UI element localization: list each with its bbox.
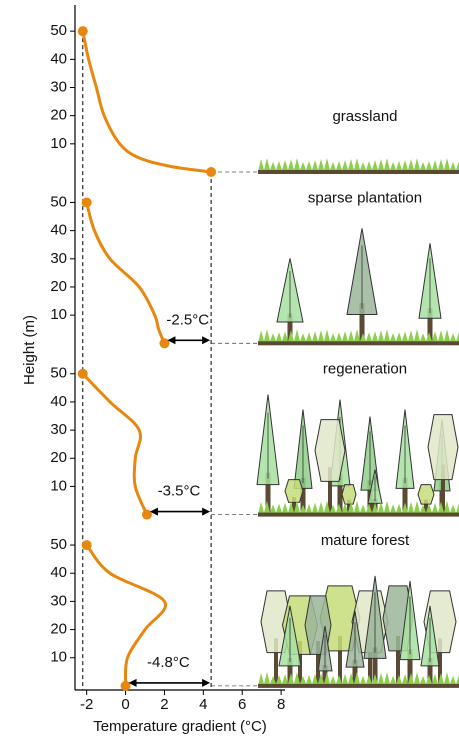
difference-label: -2.5°C (166, 311, 209, 328)
crown (315, 420, 345, 482)
y-tick-label: 30 (50, 592, 67, 609)
y-tick-label: 50 (50, 193, 67, 210)
x-tick-label: -2 (80, 696, 93, 713)
difference-label: -4.8°C (147, 654, 190, 671)
y-tick-label: 40 (50, 50, 67, 67)
crown (342, 485, 356, 505)
figure: Height (m) Temperature gradient (°C) -2 0… (0, 0, 459, 740)
x-tick-label: 8 (277, 696, 285, 713)
y-tick-label: 10 (50, 135, 67, 152)
crown (418, 485, 434, 505)
y-tick-label: 50 (50, 22, 67, 39)
y-tick-label: 20 (50, 278, 67, 295)
ground (258, 170, 459, 174)
y-tick-label: 50 (50, 536, 67, 553)
y-tick-label: 40 (50, 564, 67, 581)
ground (258, 341, 459, 345)
profile-marker (159, 338, 169, 348)
difference-label: -3.5°C (158, 483, 201, 500)
profile-line (83, 374, 147, 515)
y-tick-label: 20 (50, 449, 67, 466)
ground (258, 513, 459, 517)
y-tick-label: 20 (50, 107, 67, 124)
x-tick-label: 4 (199, 696, 207, 713)
profile-line (87, 202, 165, 343)
y-tick-label: 40 (50, 222, 67, 239)
x-tick-label: 0 (121, 696, 129, 713)
crown (285, 480, 303, 503)
y-tick-label: 30 (50, 250, 67, 267)
x-axis-label: Temperature gradient (°C) (93, 718, 267, 735)
profile-marker (82, 540, 92, 550)
panel-label: mature forest (321, 532, 410, 549)
panel-label: grassland (332, 108, 397, 125)
y-tick-label: 20 (50, 621, 67, 638)
y-tick-label: 10 (50, 649, 67, 666)
panel-label: sparse plantation (308, 189, 422, 206)
grass (258, 158, 459, 172)
y-tick-label: 30 (50, 421, 67, 438)
x-tick-label: 2 (160, 696, 168, 713)
profile-marker (82, 197, 92, 207)
profile-marker (78, 26, 88, 36)
x-tick-label: 6 (238, 696, 246, 713)
y-tick-label: 10 (50, 477, 67, 494)
profile-marker (78, 369, 88, 379)
y-tick-label: 10 (50, 306, 67, 323)
profile-line (83, 31, 211, 172)
panel-label: regeneration (323, 361, 407, 378)
y-tick-label: 50 (50, 365, 67, 382)
y-tick-label: 40 (50, 393, 67, 410)
profile-marker (142, 510, 152, 520)
profile-marker (121, 681, 131, 691)
profile-marker (206, 167, 216, 177)
y-axis-label: Height (m) (21, 315, 38, 385)
ground (258, 684, 459, 688)
crown (428, 415, 458, 480)
y-tick-label: 30 (50, 78, 67, 95)
